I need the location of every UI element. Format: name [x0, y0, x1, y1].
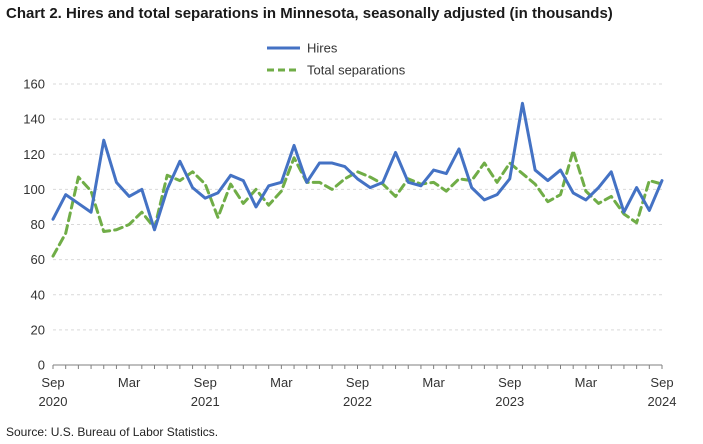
x-tick-label-month: Sep	[650, 375, 673, 390]
y-tick-label: 20	[31, 322, 45, 337]
y-tick-label: 160	[23, 77, 45, 92]
legend-label-total-separations: Total separations	[307, 63, 406, 78]
y-tick-label: 140	[23, 112, 45, 127]
y-tick-label: 60	[31, 252, 45, 267]
x-tick-label-year: 2024	[648, 394, 677, 409]
y-tick-label: 120	[23, 147, 45, 162]
x-tick-label-year: 2023	[495, 394, 524, 409]
x-tick-label-month: Mar	[270, 375, 293, 390]
x-tick-label-month: Sep	[346, 375, 369, 390]
series-line-total-separations	[51, 149, 664, 258]
x-tick-label-month: Sep	[194, 375, 217, 390]
x-tick-label-month: Mar	[118, 375, 141, 390]
y-tick-label: 80	[31, 217, 45, 232]
legend-label-hires: Hires	[307, 41, 338, 56]
series-line-hires	[51, 101, 664, 232]
x-tick-label-year: 2021	[191, 394, 220, 409]
x-tick-label-month: Mar	[575, 375, 598, 390]
x-tick-label-year: 2022	[343, 394, 372, 409]
x-tick-label-month: Sep	[498, 375, 521, 390]
y-tick-label: 100	[23, 182, 45, 197]
source-note: Source: U.S. Bureau of Labor Statistics.	[6, 425, 219, 439]
chart-title: Chart 2. Hires and total separations in …	[6, 5, 613, 22]
x-tick-label-month: Mar	[422, 375, 445, 390]
y-tick-label: 40	[31, 287, 45, 302]
x-tick-label-month: Sep	[41, 375, 64, 390]
x-tick-label-year: 2020	[39, 394, 68, 409]
y-tick-label: 0	[38, 358, 45, 373]
